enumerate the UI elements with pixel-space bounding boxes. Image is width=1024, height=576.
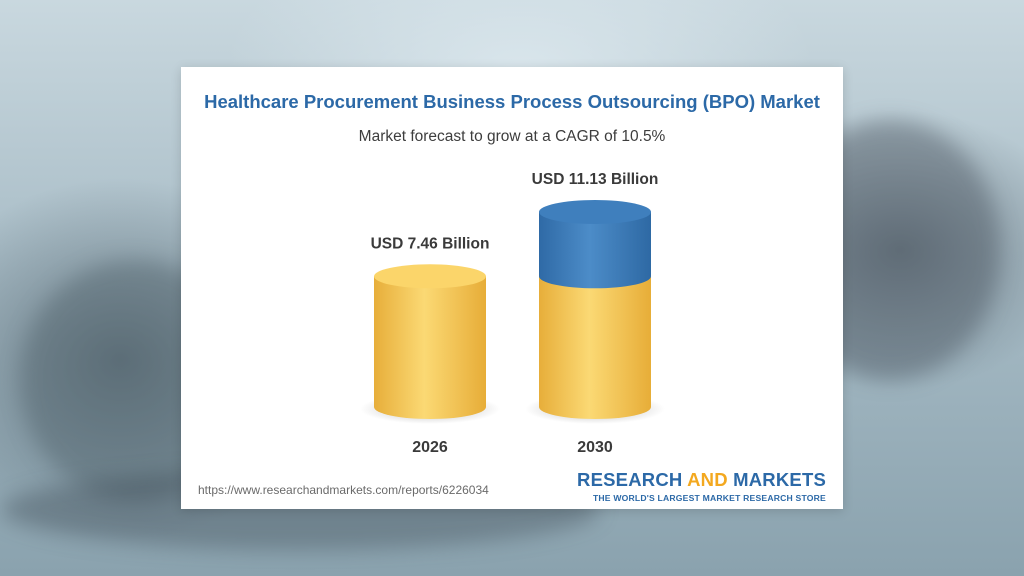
data-label-2030: USD 11.13 Billion xyxy=(532,171,659,188)
brand-name-part1: RESEARCH xyxy=(577,469,683,490)
brand-name-part3: MARKETS xyxy=(733,469,826,490)
category-label-2030: 2030 xyxy=(577,439,613,456)
bar-2026-top xyxy=(374,264,486,289)
bar-2026-base-segment xyxy=(374,276,486,419)
bar-2030-growth-segment xyxy=(539,212,651,289)
brand-name-and: AND xyxy=(687,469,728,490)
infographic-card: Healthcare Procurement Business Process … xyxy=(181,67,843,509)
chart-title: Healthcare Procurement Business Process … xyxy=(204,91,820,112)
brand-name: RESEARCH AND MARKETS xyxy=(577,469,826,491)
chart-plot: USD 7.46 Billion 2026 USD 11.13 Billion 203… xyxy=(360,171,665,456)
chart-subtitle: Market forecast to grow at a CAGR of 10.… xyxy=(358,128,666,145)
bar-2030-top xyxy=(539,200,651,224)
source-url: https://www.researchandmarkets.com/repor… xyxy=(198,483,489,497)
data-label-2026: USD 7.46 Billion xyxy=(371,235,490,252)
category-label-2026: 2026 xyxy=(412,439,448,456)
brand-logo: RESEARCH AND MARKETS THE WORLD'S LARGEST… xyxy=(577,469,826,503)
bar-2030-base-segment xyxy=(539,276,651,419)
brand-tagline: THE WORLD'S LARGEST MARKET RESEARCH STOR… xyxy=(592,493,826,503)
